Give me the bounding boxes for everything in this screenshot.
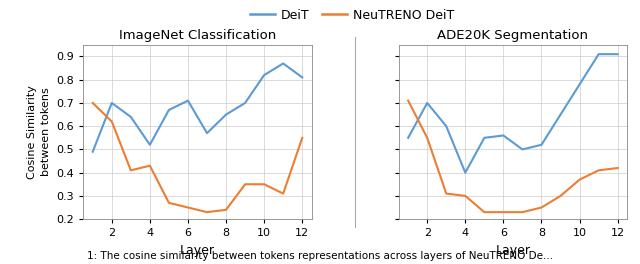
X-axis label: Layer: Layer	[180, 244, 215, 257]
Title: ADE20K Segmentation: ADE20K Segmentation	[437, 29, 588, 42]
Title: ImageNet Classification: ImageNet Classification	[119, 29, 276, 42]
Legend: DeiT, NeuTRENO DeiT: DeiT, NeuTRENO DeiT	[244, 4, 460, 27]
Y-axis label: Cosine Similarity
between tokens: Cosine Similarity between tokens	[27, 85, 51, 179]
Text: 1: The cosine similarity between tokens representations across layers of NeuTREN: 1: The cosine similarity between tokens …	[87, 251, 553, 261]
X-axis label: Layer: Layer	[495, 244, 531, 257]
